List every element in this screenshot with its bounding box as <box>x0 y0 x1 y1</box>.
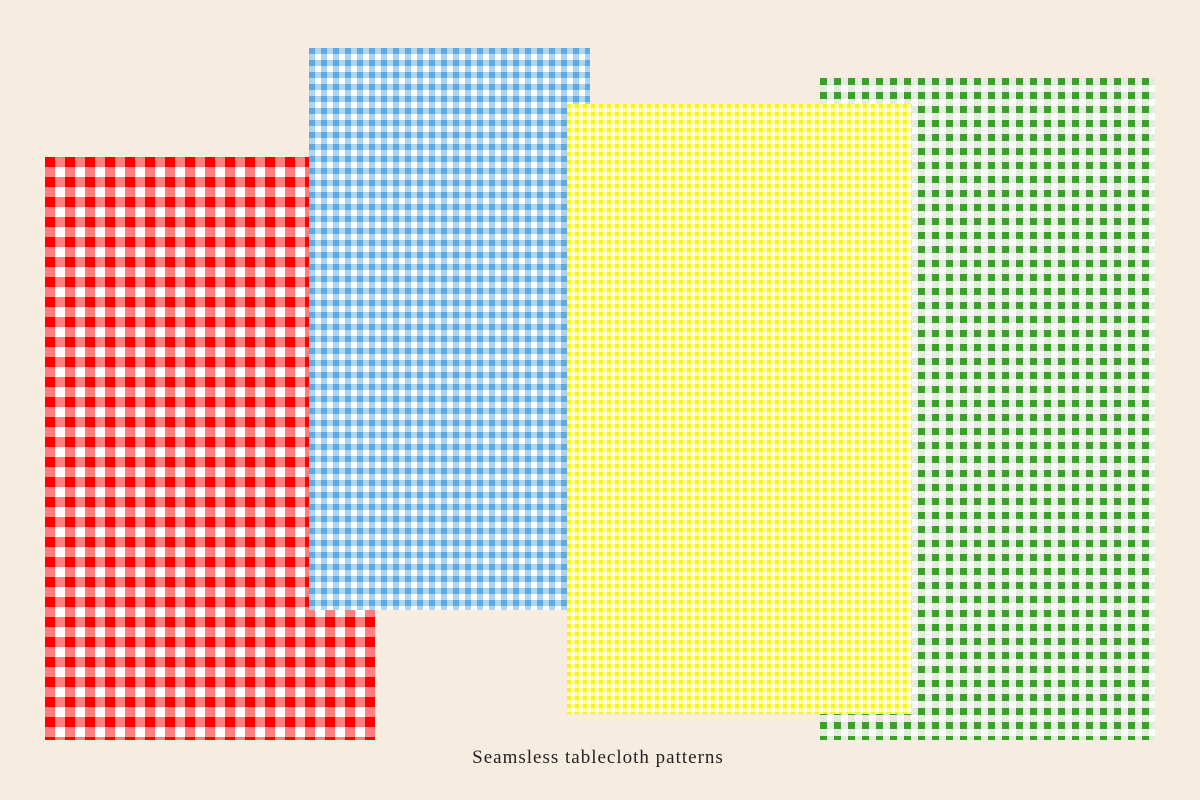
caption: Seamsless tablecloth patterns <box>472 747 724 768</box>
yellow-gingham-swatch <box>567 104 912 714</box>
blue-gingham-swatch <box>309 48 590 610</box>
